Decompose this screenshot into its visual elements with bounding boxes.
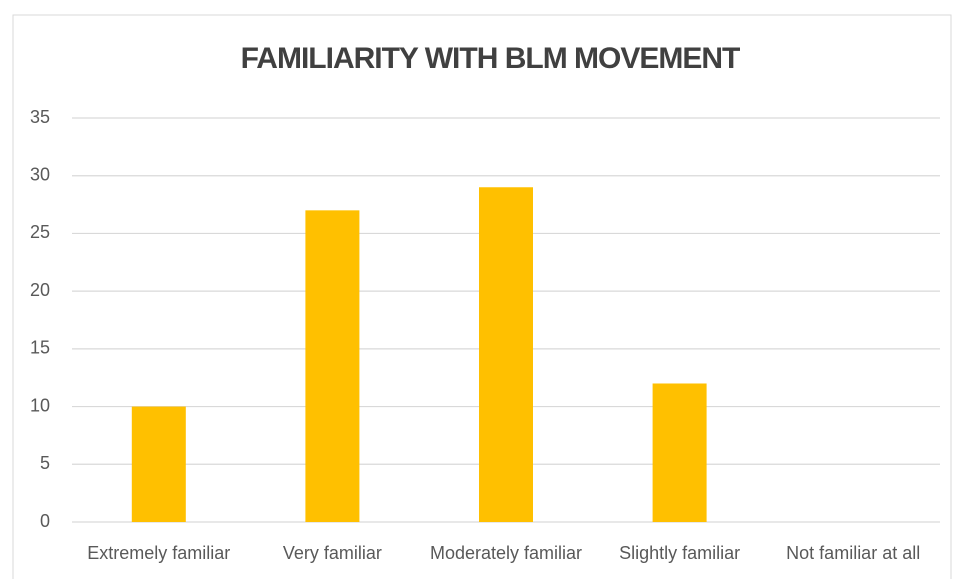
y-tick-label: 30 (30, 164, 50, 184)
x-tick-label: Moderately familiar (430, 543, 582, 563)
chart-title: FAMILIARITY WITH BLM MOVEMENT (241, 42, 740, 75)
bar (305, 210, 360, 523)
x-tick-label: Slightly familiar (619, 543, 740, 563)
y-tick-label: 15 (30, 338, 50, 358)
y-tick-label: 10 (30, 395, 50, 415)
bar (479, 187, 533, 522)
y-tick-label: 35 (30, 107, 50, 127)
bar (131, 406, 186, 522)
y-tick-label: 0 (40, 511, 50, 531)
x-tick-label: Extremely familiar (87, 543, 230, 563)
y-tick-label: 20 (30, 280, 50, 300)
x-tick-label: Very familiar (283, 543, 382, 563)
y-tick-label: 5 (40, 453, 50, 473)
y-tick-label: 25 (30, 222, 50, 242)
bar (652, 383, 707, 522)
x-tick-label: Not familiar at all (786, 543, 920, 563)
